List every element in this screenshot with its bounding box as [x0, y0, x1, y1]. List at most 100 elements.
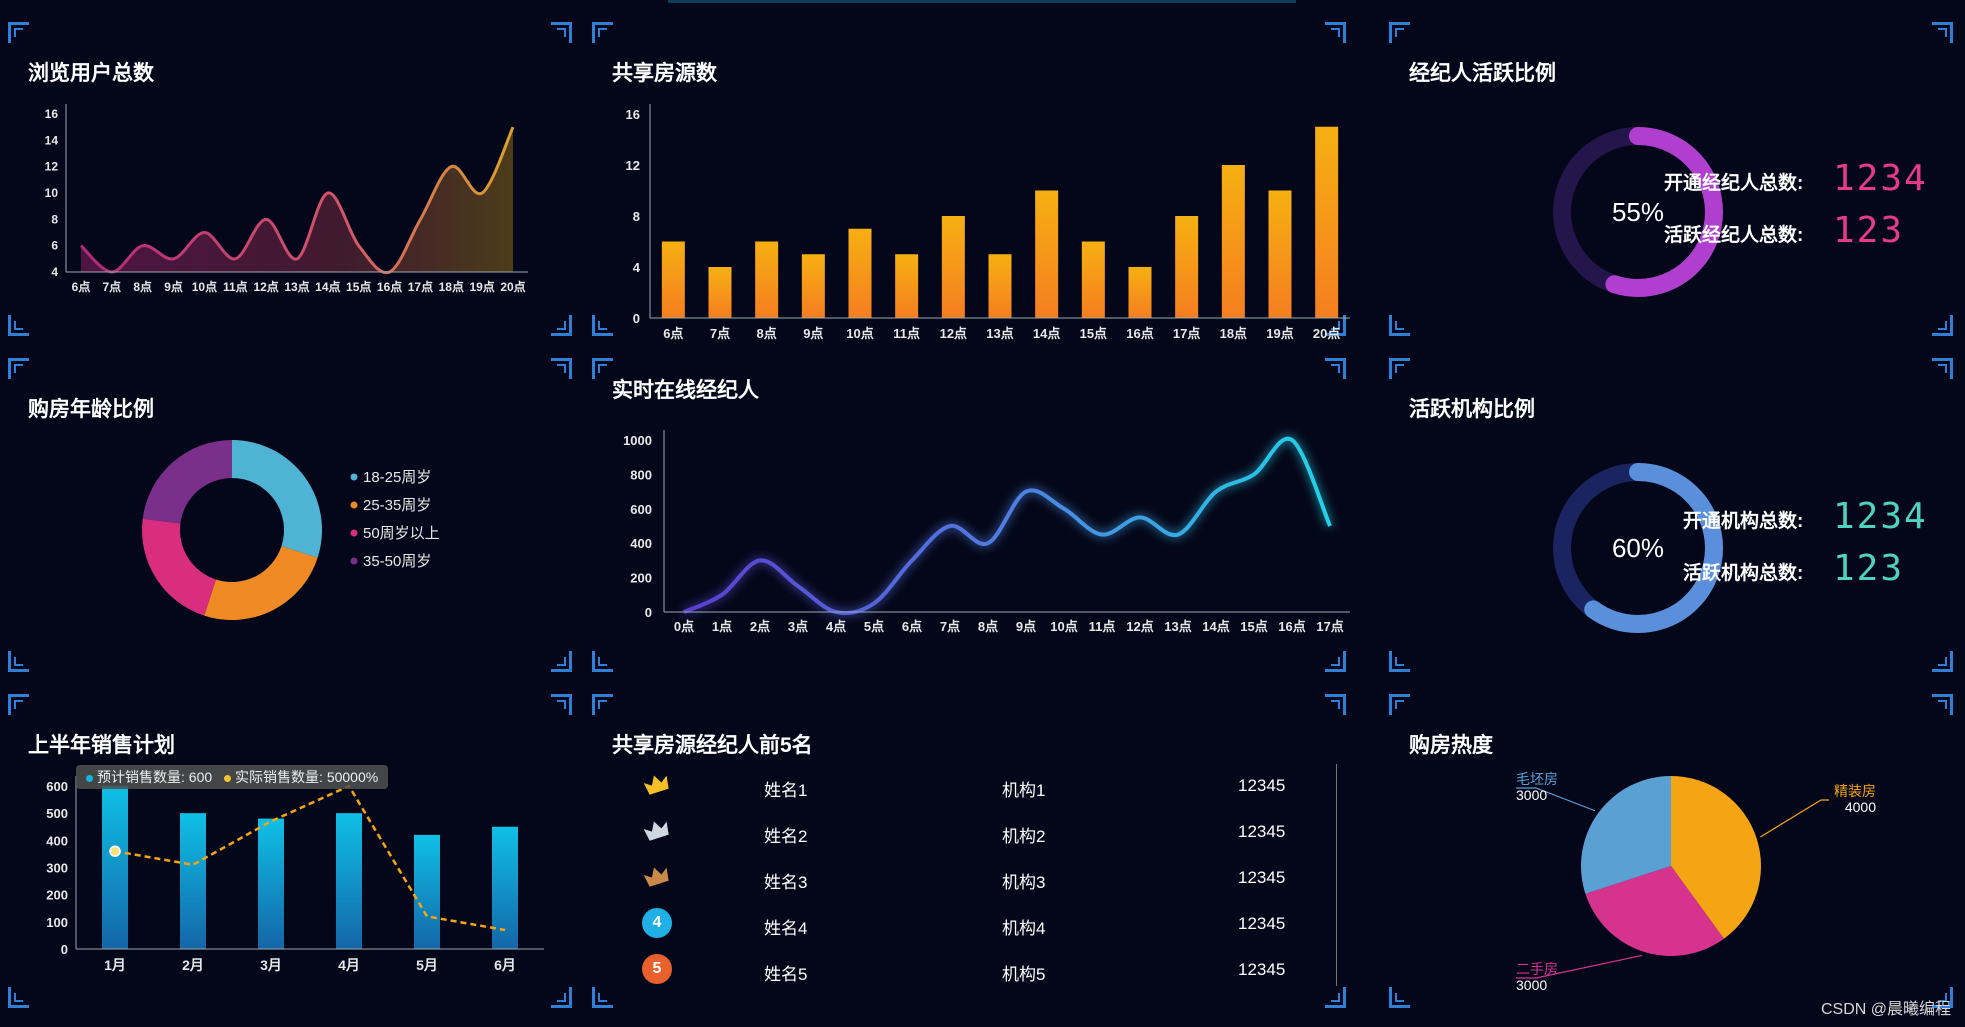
bar-8点 — [755, 241, 779, 318]
x-tick-label: 17点 — [1316, 619, 1343, 634]
y-tick-label: 800 — [630, 467, 652, 482]
panel-title: 经纪人活跃比例 — [1409, 62, 1556, 85]
cell-name: 姓名1 — [764, 781, 808, 800]
x-tick-label: 10点 — [192, 279, 217, 294]
bar-1月 — [102, 786, 128, 949]
x-tick-label: 16点 — [1278, 619, 1305, 634]
panel-title: 共享房源数 — [612, 62, 717, 85]
header-bar — [668, 0, 1296, 3]
x-tick-label: 11点 — [1089, 619, 1116, 634]
y-tick-label: 200 — [630, 571, 652, 586]
pie-label-line — [1516, 954, 1643, 979]
cell-org: 机构3 — [1002, 873, 1046, 892]
legend-marker — [350, 501, 358, 509]
cell-org: 机构2 — [1002, 827, 1046, 846]
donut-slice-1 — [204, 546, 318, 620]
x-tick-label: 10点 — [846, 326, 873, 341]
x-tick-label: 9点 — [164, 279, 183, 294]
agent-active-ring: 55% — [1553, 127, 1723, 297]
pie-label-value: 3000 — [1516, 977, 1547, 993]
x-tick-label: 16点 — [377, 279, 402, 294]
panel-age-ratio: 购房年龄比例 18-25周岁 25-35周岁 50周岁以上 35-50周岁 — [0, 350, 580, 680]
legend-label: 25-35周岁 — [363, 497, 431, 514]
crown-icon — [643, 775, 669, 795]
y-tick-label: 10 — [45, 186, 59, 200]
x-tick-label: 2点 — [750, 619, 770, 634]
cell-count: 12345 — [1238, 868, 1286, 887]
donut-slice-3 — [142, 440, 232, 524]
x-tick-label: 9点 — [803, 326, 823, 341]
bar-7点 — [708, 267, 732, 318]
x-tick-label: 18点 — [439, 279, 464, 294]
x-tick-label: 8点 — [133, 279, 152, 294]
panel-title: 浏览用户总数 — [28, 62, 154, 85]
area-series-line — [79, 126, 515, 275]
age-donut-chart: 18-25周岁 25-35周岁 50周岁以上 35-50周岁 — [142, 440, 440, 620]
x-tick-label: 14点 — [1033, 326, 1060, 341]
legend-marker — [350, 557, 358, 565]
bar-9点 — [801, 254, 825, 318]
panel-title: 活跃机构比例 — [1409, 398, 1535, 421]
y-tick-label: 400 — [46, 833, 68, 848]
x-tick-label: 12点 — [253, 279, 278, 294]
open-agents-value: 1234 — [1833, 158, 1928, 199]
cell-count: 12345 — [1238, 822, 1286, 841]
y-tick-label: 600 — [46, 779, 68, 794]
panel-purchase-heat: 购房热度 精装房 4000 二手房 3000 毛坯房 3000 — [1381, 686, 1961, 1016]
rank-badge: 5 — [642, 954, 672, 984]
x-tick-label: 3月 — [260, 957, 282, 973]
chart-tooltip: 预计销售数量: 600 实际销售数量: 50000% — [76, 765, 389, 789]
cell-org: 机构1 — [1002, 781, 1046, 800]
bar-10点 — [848, 228, 872, 318]
y-tick-label: 0 — [61, 942, 68, 957]
x-tick-label: 11点 — [893, 326, 920, 341]
y-tick-label: 100 — [46, 915, 68, 930]
bar-20点 — [1315, 126, 1339, 318]
x-tick-label: 7点 — [103, 279, 122, 294]
legend-label: 18-25周岁 — [363, 469, 431, 486]
bar-14点 — [1035, 190, 1059, 318]
x-tick-label: 13点 — [284, 279, 309, 294]
x-tick-label: 19点 — [469, 279, 494, 294]
line-point-highlight — [109, 845, 121, 857]
crown-icon — [643, 821, 669, 841]
panel-title: 购房年龄比例 — [28, 398, 154, 421]
org-active-ring: 60% — [1553, 463, 1723, 633]
y-tick-label: 8 — [633, 209, 640, 224]
ranking-table: 姓名1 机构1 12345 姓名2 机构2 12345 姓名3 机构3 12345 4 姓名4 机构4… — [624, 764, 1314, 994]
x-tick-label: 7点 — [710, 326, 730, 341]
x-tick-label: 18点 — [1220, 326, 1247, 341]
tooltip-actual-value: 50000% — [326, 769, 379, 785]
ring-percent-label: 55% — [1612, 197, 1664, 227]
panel-browse-users: 浏览用户总数 4 6 8 10 12 14 16 6点 7点 8点 9点 10点 11点 12点 13点 14… — [0, 14, 580, 344]
bar-6月 — [492, 826, 518, 949]
y-tick-label: 12 — [626, 158, 640, 173]
active-agents-label: 活跃经纪人总数: — [1664, 225, 1804, 246]
ring-percent-label: 60% — [1612, 533, 1664, 563]
bar-3月 — [258, 818, 284, 949]
active-orgs-value: 123 — [1833, 548, 1905, 589]
bar-18点 — [1221, 165, 1245, 318]
x-tick-label: 10点 — [1050, 619, 1077, 634]
panel-title: 购房热度 — [1409, 734, 1493, 757]
x-tick-label: 3点 — [788, 619, 808, 634]
x-tick-label: 1点 — [712, 619, 732, 634]
actual-sales-line — [114, 784, 506, 932]
open-agents-label: 开通经纪人总数: — [1664, 173, 1804, 194]
bar-5月 — [414, 834, 440, 949]
legend-label: 35-50周岁 — [363, 553, 431, 570]
x-tick-label: 1月 — [104, 957, 126, 973]
active-orgs-label: 活跃机构总数: — [1683, 563, 1804, 584]
legend-label: 50周岁以上 — [363, 525, 440, 542]
cell-count: 12345 — [1238, 914, 1286, 933]
x-tick-label: 12点 — [1126, 619, 1153, 634]
rank-badge: 4 — [642, 908, 672, 938]
bar-11点 — [895, 254, 919, 318]
ring-progress — [1553, 127, 1723, 297]
x-tick-label: 9点 — [1016, 619, 1036, 634]
x-tick-label: 7点 — [940, 619, 960, 634]
y-tick-label: 0 — [633, 311, 640, 326]
cell-count: 12345 — [1238, 776, 1286, 795]
area-fill — [81, 127, 513, 273]
bar-2月 — [180, 813, 206, 949]
